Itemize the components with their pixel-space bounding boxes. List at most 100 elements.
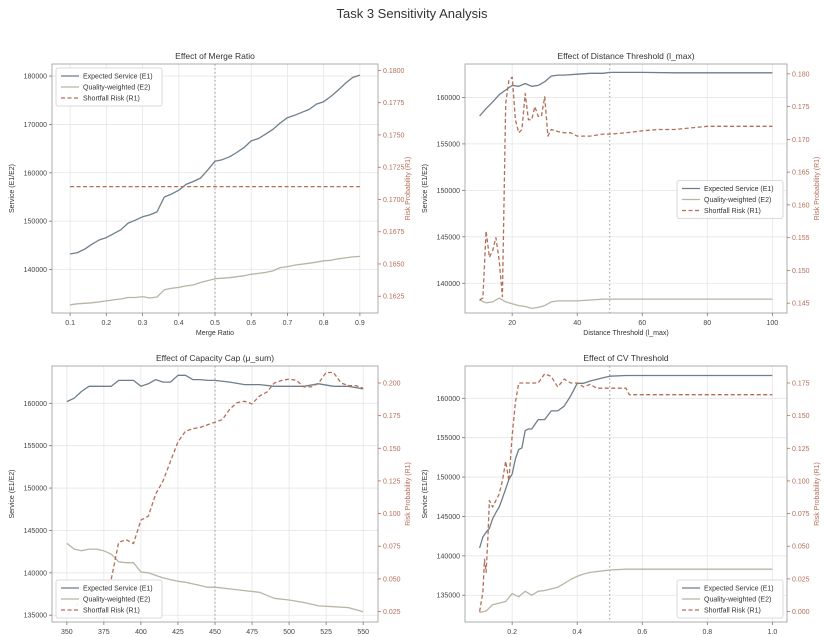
x-axis-label: Merge Ratio [196,330,234,337]
legend-label: Shortfall Risk (R1) [704,608,761,615]
subplot-4: 0.2 0.4 0.6 0.8 1.0 135000 140000 145000 150000 1… [422,353,821,636]
x-tick-label: 525 [320,629,332,636]
legend-label: Quality-weighted (E2) [704,597,771,604]
x-tick-label: 0.8 [319,320,329,327]
y2-tick-label: 0.170 [792,137,810,144]
y2-tick-label: 0.150 [792,413,810,420]
x-tick-label: 500 [283,629,295,636]
legend: Expected Service (E1) Quality-weighted (E… [55,67,163,107]
y-axis-label: Service (E1/E2) [9,164,16,213]
x-tick-label: 60 [638,320,646,327]
y2-tick-label: 0.1725 [383,165,405,172]
x-tick-label: 0.6 [637,629,647,636]
y2-tick-label: 0.1800 [383,68,405,75]
y2-tick-label: 0.000 [792,609,810,616]
x-tick-label: 1.0 [767,629,777,636]
legend-box [676,579,784,619]
series-line-e2 [70,255,360,306]
y2-tick-label: 0.200 [383,380,401,387]
series-line-e1 [478,374,773,549]
series-line-e1 [66,374,364,403]
legend-label: Expected Service (E1) [704,186,774,193]
y-tick-label: 160000 [437,95,460,102]
subplot-title: Effect of Capacity Cap (μ_sum) [156,353,274,363]
legend-label: Expected Service (E1) [83,586,153,593]
plot-area [465,366,787,622]
x-tick-label: 0.6 [246,320,256,327]
y2-axis-label: Risk Probability (R1) [814,462,821,526]
x-tick-label: 0.4 [174,320,184,327]
y2-tick-label: 0.165 [792,170,810,177]
series-line-e1 [69,74,361,255]
y-tick-label: 160000 [24,170,47,177]
y-tick-label: 135000 [437,593,460,600]
legend: Expected Service (E1) Quality-weighted (E… [676,579,784,619]
y2-tick-label: 0.050 [383,576,401,583]
y2-tick-label: 0.050 [792,544,810,551]
legend: Expected Service (E1) Quality-weighted (E… [676,180,784,219]
x-tick-label: 0.4 [572,629,582,636]
y2-tick-label: 0.025 [383,609,401,616]
y-tick-label: 150000 [24,219,47,226]
legend: Expected Service (E1) Quality-weighted (E… [55,579,163,619]
x-tick-label: 0.5 [210,320,220,327]
y-tick-label: 150000 [24,486,47,493]
subplot-1: 0.1 0.2 0.3 0.4 0.5 0.6 0.7 0.8 0.9 140000 150000 1… [9,51,412,337]
y-tick-label: 150000 [437,188,460,195]
x-tick-label: 375 [98,629,110,636]
y-tick-label: 145000 [24,528,47,535]
legend-box [55,579,163,619]
x-tick-label: 0.9 [355,320,365,327]
y-tick-label: 180000 [24,74,47,81]
y2-tick-label: 0.1775 [383,100,405,107]
y-tick-label: 155000 [437,435,460,442]
y-tick-label: 170000 [24,122,47,129]
y2-tick-label: 0.175 [383,413,401,420]
series-line-r1 [479,76,773,301]
x-tick-label: 0.1 [65,320,75,327]
subplot-title: Effect of CV Threshold [583,353,668,363]
y-tick-label: 140000 [24,570,47,577]
x-tick-label: 0.2 [507,629,517,636]
x-tick-label: 20 [508,320,516,327]
y2-tick-label: 0.150 [792,268,810,275]
y2-tick-label: 0.175 [792,380,810,387]
x-tick-label: 0.3 [138,320,148,327]
x-tick-label: 400 [135,629,147,636]
figure-title: Task 3 Sensitivity Analysis [336,6,488,21]
legend-label: Quality-weighted (E2) [83,597,150,604]
legend-box [55,67,163,107]
legend-label: Quality-weighted (E2) [83,85,150,92]
y2-tick-label: 0.150 [383,446,401,453]
y-axis-label: Service (E1/E2) [422,469,429,518]
y-axis-label: Service (E1/E2) [9,469,16,518]
legend-label: Expected Service (E1) [704,586,774,593]
y-tick-label: 135000 [24,613,47,620]
y2-tick-label: 0.100 [383,511,401,518]
x-tick-label: 550 [357,629,369,636]
x-tick-label: 0.2 [101,320,111,327]
y2-tick-label: 0.1675 [383,229,405,236]
series-line-e2 [479,568,773,614]
legend-label: Expected Service (E1) [83,74,153,81]
x-tick-label: 425 [172,629,184,636]
y2-tick-label: 0.180 [792,71,810,78]
series-line-e2 [66,542,364,613]
series-line-r1 [66,371,364,616]
y2-tick-label: 0.1625 [383,294,405,301]
y2-tick-label: 0.175 [792,104,810,111]
y2-tick-label: 0.100 [792,478,810,485]
y-tick-label: 145000 [437,514,460,521]
y2-tick-label: 0.160 [792,202,810,209]
series-line-e2 [479,297,773,310]
y-tick-label: 155000 [437,141,460,148]
legend-label: Shortfall Risk (R1) [83,608,140,615]
y-tick-label: 140000 [24,267,47,274]
legend-label: Quality-weighted (E2) [704,197,771,204]
y-tick-label: 160000 [437,396,460,403]
series-line-r1 [478,373,773,612]
plot-frame [464,63,788,314]
y-tick-label: 140000 [437,553,460,560]
subplot-title: Effect of Distance Threshold (l_max) [557,51,694,61]
y2-tick-label: 0.075 [792,511,810,518]
